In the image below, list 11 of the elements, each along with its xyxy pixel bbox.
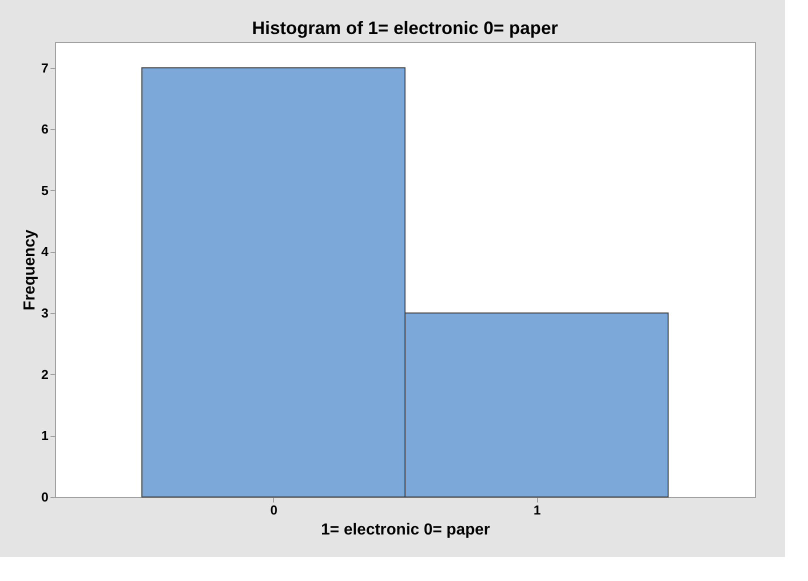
x-axis-title: 1= electronic 0= paper bbox=[321, 522, 490, 538]
y-tick-label: 5 bbox=[41, 182, 48, 198]
y-tick-label: 6 bbox=[41, 122, 48, 137]
y-axis-title: Frequency bbox=[21, 229, 38, 310]
y-tick-label: 4 bbox=[41, 244, 50, 260]
y-tick-label: 7 bbox=[41, 60, 48, 76]
y-tick-label: 0 bbox=[41, 490, 48, 504]
y-tick-label: 1 bbox=[41, 428, 48, 444]
chart-title: Histogram of 1= electronic 0= paper bbox=[252, 18, 558, 38]
y-tick-label: 3 bbox=[41, 306, 48, 321]
y-tick-label: 2 bbox=[41, 366, 48, 382]
